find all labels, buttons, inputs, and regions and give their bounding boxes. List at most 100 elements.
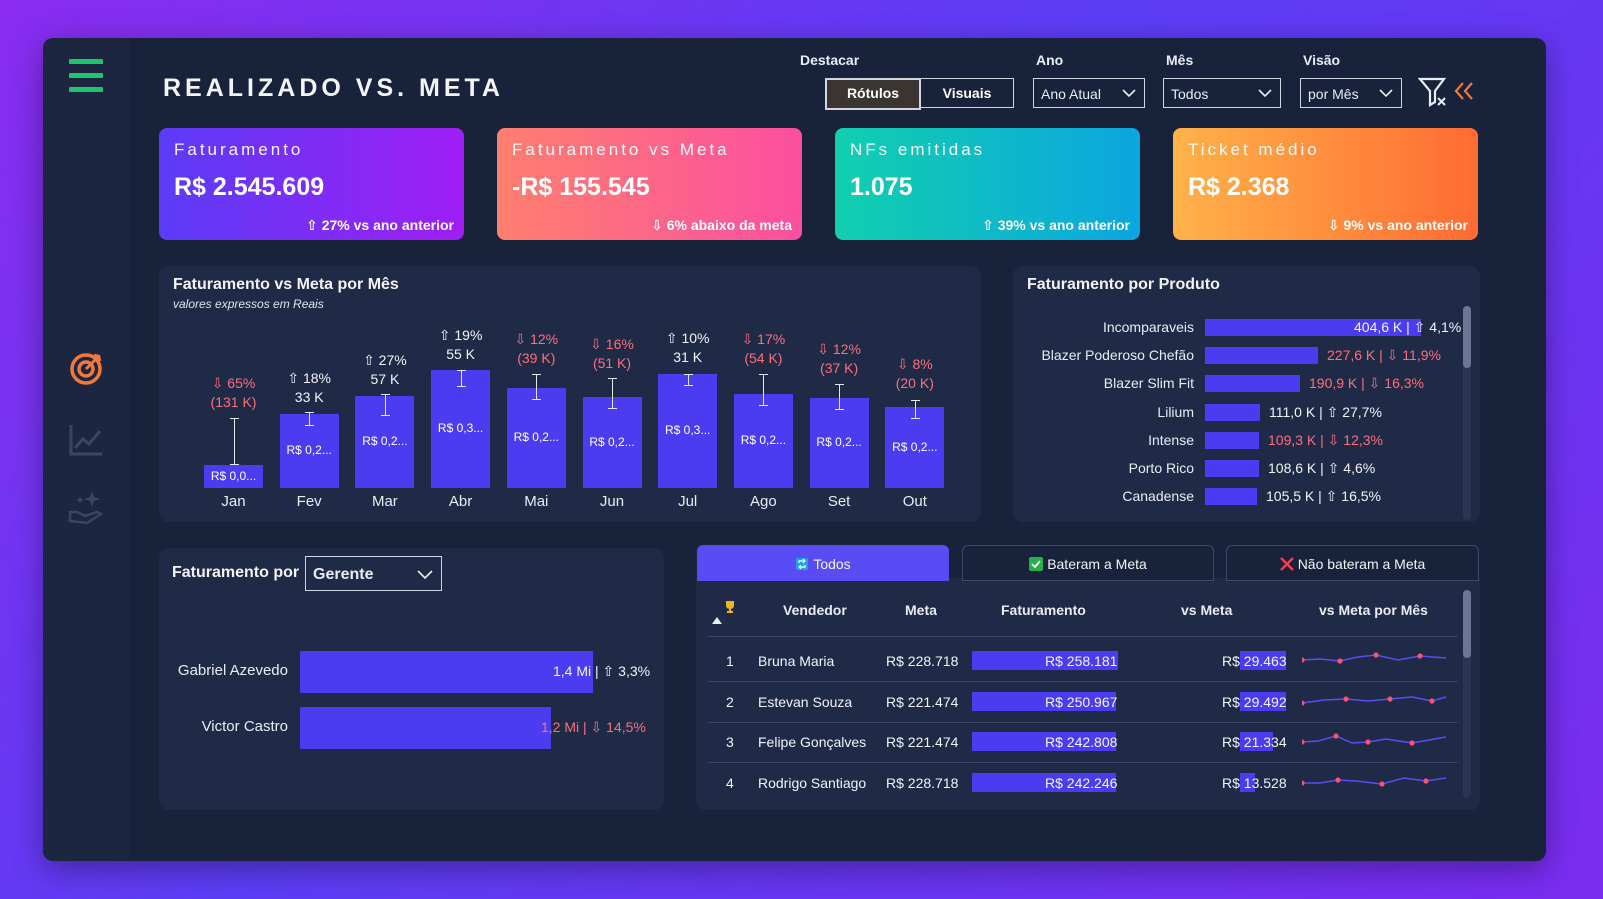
month-label: Mai [524,493,549,510]
page-title: REALIZADO VS. META [163,74,504,102]
monthly-bar[interactable] [506,388,566,488]
sparkline-point [1409,740,1415,746]
kpi-delta: ⇧ 39% vs ano anterior [982,217,1130,233]
sparkline-point [1335,777,1341,783]
manager-bar[interactable] [300,707,551,749]
col-faturamento[interactable]: Faturamento [1001,602,1086,618]
manager-select[interactable]: Gerente [305,556,442,591]
filter-icon[interactable] [1418,76,1448,108]
month-delta-abs: (39 K) [517,350,556,366]
col-meta[interactable]: Meta [905,602,937,618]
product-bar[interactable] [1205,488,1257,506]
toggle-rotulos[interactable]: Rótulos [825,78,921,110]
check-icon [1029,557,1044,571]
sparkline-point [1365,739,1371,745]
seller-fat-bar[interactable] [972,651,1118,670]
month-delta-pct: ⇩ 8% [896,356,933,372]
month-label: Jun [599,493,625,510]
mes-select[interactable]: Todos [1163,78,1281,108]
dashboard-frame: REALIZADO VS. META Destacar Rótulos Visu… [43,38,1546,861]
seller-vs-bar[interactable] [1240,651,1286,670]
product-scrollbar[interactable] [1463,306,1471,520]
month-label: Jul [678,493,698,510]
mes-label: Mês [1166,52,1194,68]
seller-fat-bar[interactable] [972,732,1116,752]
seller-name[interactable]: Felipe Gonçalves [758,734,867,751]
product-bar[interactable] [1205,347,1318,365]
month-delta-abs: (20 K) [895,375,934,391]
month-delta-pct: ⇩ 12% [514,331,559,347]
seller-name[interactable]: Estevan Souza [758,693,853,710]
sparkline-point [1302,657,1305,663]
monthly-bar[interactable] [885,407,945,488]
monthly-bar[interactable] [204,465,263,488]
manager-bar[interactable] [300,651,593,693]
monthly-bar[interactable] [582,397,642,488]
tab-todos[interactable]: Todos [697,545,949,581]
seller-fat-bar[interactable] [972,773,1116,793]
kpi-title: Faturamento [174,140,304,159]
rank: 4 [726,775,734,792]
kpi-title: Faturamento vs Meta [512,140,730,159]
seller-name[interactable]: Rodrigo Santiago [758,775,867,792]
kpi-faturamento-vs-meta: Faturamento vs Meta -R$ 155.545 ⇩ 6% aba… [497,128,802,240]
target-whisker [305,412,315,426]
tab-nao-bateram-meta[interactable]: Não bateram a Meta [1226,545,1479,581]
monthly-bar[interactable] [809,398,869,488]
col-vendedor[interactable]: Vendedor [783,602,847,618]
product-bar[interactable] [1205,403,1260,421]
seller-fat: R$ 258.181 [1045,653,1118,669]
col-vs-meta[interactable]: vs Meta [1181,602,1233,618]
col-vs-meta-mes[interactable]: vs Meta por Mês [1319,602,1428,618]
kpi-title: NFs emitidas [850,140,986,159]
monthly-bar[interactable] [279,414,339,488]
target-icon[interactable] [67,350,105,388]
menu-icon[interactable] [69,59,103,101]
seller-meta: R$ 221.474 [886,693,959,710]
product-bar[interactable] [1205,375,1300,393]
kpi-ticket-medio: Ticket médio R$ 2.368 ⇩ 9% vs ano anteri… [1173,128,1478,240]
table-scrollbar[interactable] [1463,590,1471,798]
product-bar[interactable] [1205,319,1421,336]
close-icon [1279,557,1294,571]
kpi-faturamento: Faturamento R$ 2.545.609 ⇧ 27% vs ano an… [159,128,464,240]
seller-vs-bar[interactable] [1240,691,1286,711]
month-label: Set [827,493,851,510]
sparkline [1302,695,1447,706]
ano-select[interactable]: Ano Atual [1033,78,1145,108]
product-name: Intense [1148,431,1194,448]
month-delta-pct: ⇩ 16% [590,336,634,352]
product-bar[interactable] [1205,431,1259,449]
seller-vs-bar[interactable] [1240,773,1255,793]
toggle-visuais[interactable]: Visuais [920,78,1014,108]
product-name: Blazer Poderoso Chefão [1041,347,1194,364]
visao-select[interactable]: por Mês [1300,78,1402,108]
trophy-icon[interactable] [723,600,737,614]
bar-value-label: R$ 0,2... [892,439,938,454]
seller-vs-bar[interactable] [1240,732,1273,752]
sidebar [43,38,129,861]
product-bar[interactable] [1205,460,1259,477]
monthly-bar[interactable] [733,394,793,488]
sort-asc-icon[interactable] [712,617,722,624]
visao-label: Visão [1303,52,1341,68]
month-label: Abr [448,493,473,510]
ano-label: Ano [1036,52,1064,68]
scroll-thumb[interactable] [1463,306,1471,368]
line-chart-icon[interactable] [67,421,105,459]
scroll-thumb[interactable] [1463,590,1471,658]
target-whisker [532,374,542,400]
hand-sparkle-icon[interactable] [67,488,105,526]
product-value: 105,5 K | ⇧ 16,5% [1266,488,1381,505]
bar-value-label: R$ 0,2... [362,434,408,448]
collapse-icon[interactable] [1453,81,1475,101]
kpi-delta: ⇩ 6% abaixo da meta [651,217,792,233]
manager-label: Faturamento por [172,564,300,581]
seller-name[interactable]: Bruna Maria [758,653,835,669]
monthly-bar[interactable] [431,370,491,488]
seller-fat-bar[interactable] [972,691,1116,711]
monthly-bar[interactable] [658,374,718,488]
kpi-delta: ⇩ 9% vs ano anterior [1327,217,1468,233]
tab-bateram-meta[interactable]: Bateram a Meta [962,545,1214,581]
product-name: Porto Rico [1128,460,1194,476]
